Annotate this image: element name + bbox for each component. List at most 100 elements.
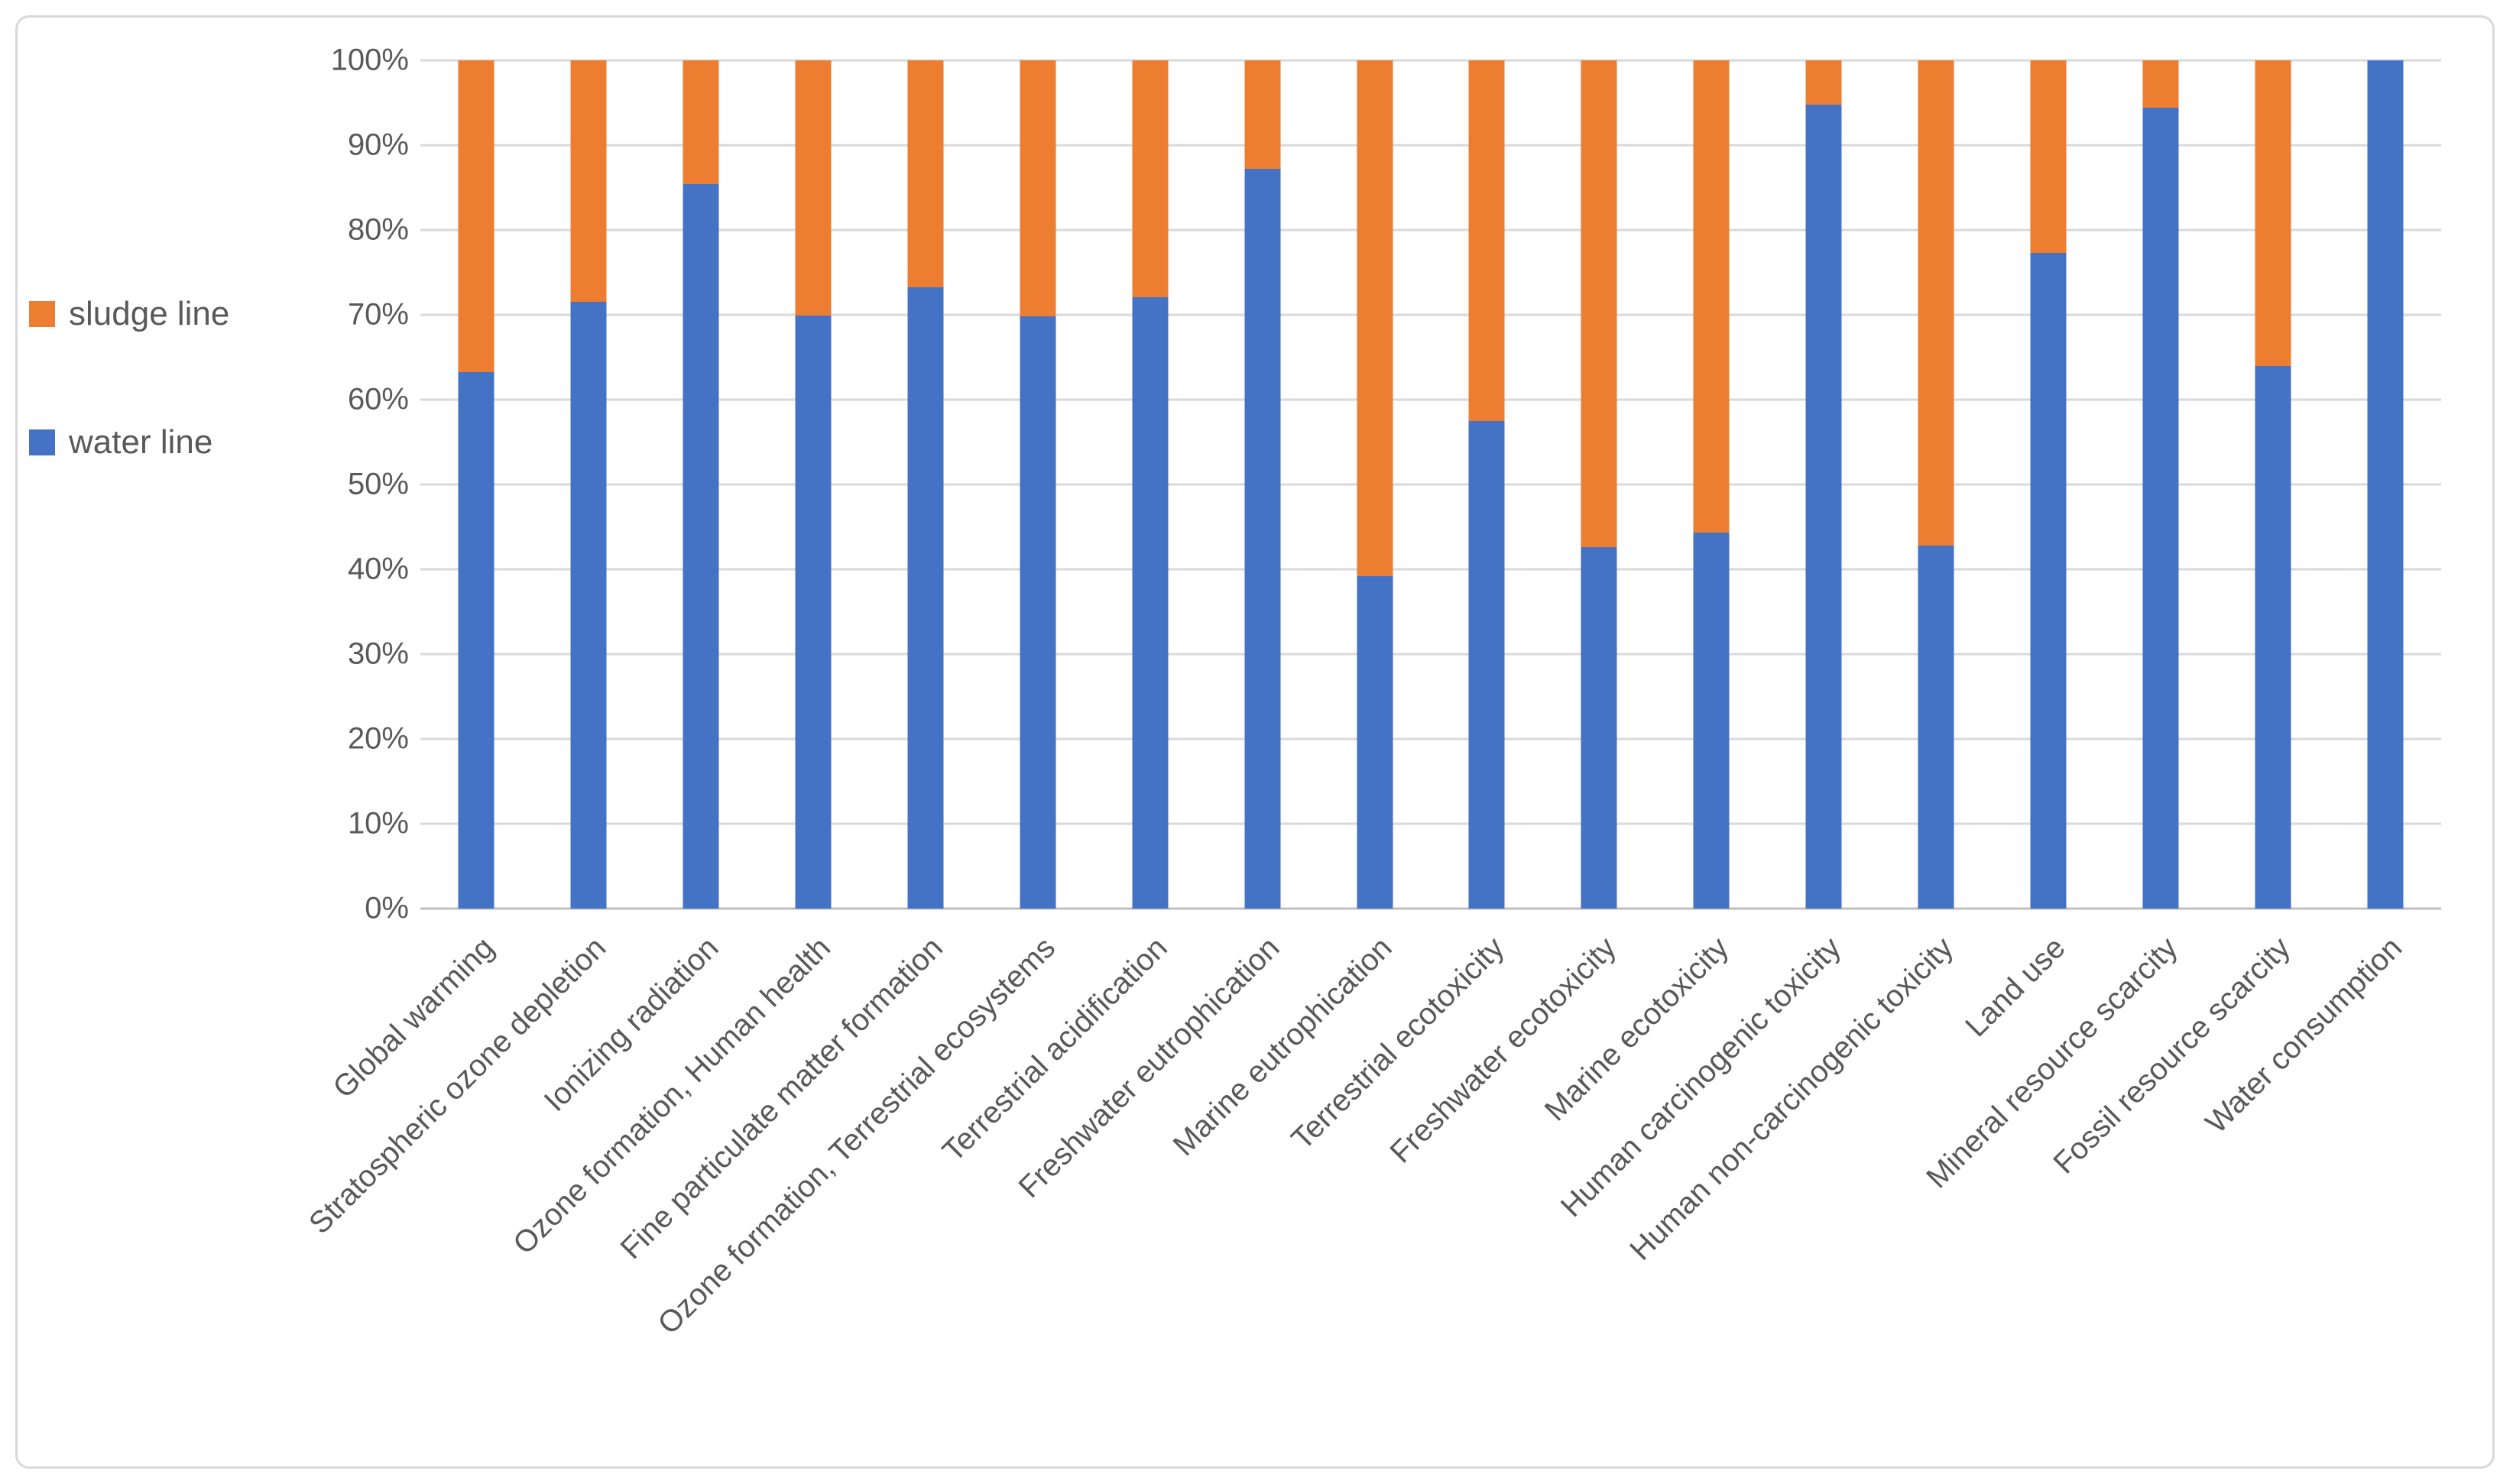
- sludge-line-segment: [907, 60, 944, 288]
- stacked-bar: [458, 60, 494, 909]
- water-line-segment: [458, 372, 494, 909]
- bar-slot-18: [2329, 60, 2441, 909]
- x-axis-category-labels: Global warming Stratospheric ozone deplet…: [303, 919, 2441, 1469]
- water-line-segment: [1132, 296, 1169, 909]
- water-line-segment: [795, 316, 832, 909]
- gridline-0: [420, 907, 2441, 910]
- gridline-80: [420, 228, 2441, 232]
- sludge-line-segment: [1693, 60, 1730, 533]
- stacked-bar: [1244, 60, 1281, 909]
- y-tick-label: 0%: [365, 891, 409, 925]
- water-line-segment: [2367, 60, 2404, 909]
- x-category-label: Terrestrial acidification: [935, 931, 1174, 1168]
- water-line-segment: [2142, 108, 2179, 909]
- stacked-bar: [1468, 60, 1505, 909]
- water-line-segment: [1805, 104, 1842, 909]
- sludge-line-segment: [1468, 60, 1505, 421]
- sludge-line-swatch-icon: [29, 301, 55, 327]
- x-category-label: Ozone formation, Terrestrial ecosystems: [651, 931, 1062, 1341]
- legend-label: water line: [69, 423, 213, 461]
- bar-slot-2: [533, 60, 645, 909]
- x-category-label: Terrestrial ecotoxicity: [1285, 931, 1511, 1157]
- y-tick-label: 100%: [330, 43, 409, 77]
- bar-slot-7: [1094, 60, 1206, 909]
- water-line-segment: [1581, 547, 1617, 909]
- y-axis-tick-labels: 0% 10% 20% 30% 40% 50% 60% 70% 80% 90% 100%: [252, 44, 409, 925]
- water-line-segment: [683, 184, 719, 909]
- stacked-bar: [1020, 60, 1056, 909]
- bar-slot-8: [1206, 60, 1318, 909]
- bar-slot-1: [420, 60, 533, 909]
- y-tick-label: 90%: [347, 128, 409, 162]
- stacked-bar: [795, 60, 832, 909]
- water-line-segment: [2255, 365, 2291, 909]
- bar-slot-9: [1318, 60, 1431, 909]
- gridline-70: [420, 313, 2441, 316]
- bar-slot-16: [2104, 60, 2216, 909]
- gridline-60: [420, 398, 2441, 401]
- bar-slot-4: [757, 60, 870, 909]
- bar-slot-17: [2216, 60, 2329, 909]
- stacked-bar: [2255, 60, 2291, 909]
- bar-slot-15: [1992, 60, 2104, 909]
- plot-area: [420, 59, 2441, 910]
- x-category-label: Land use: [1959, 931, 2072, 1044]
- bar-slot-11: [1543, 60, 1655, 909]
- stacked-bar: [683, 60, 719, 909]
- y-tick-label: 80%: [347, 212, 409, 247]
- stacked-bar: [907, 60, 944, 909]
- gridline-40: [420, 568, 2441, 571]
- gridline-50: [420, 483, 2441, 486]
- gridline-30: [420, 653, 2441, 656]
- sludge-line-segment: [2142, 60, 2179, 109]
- water-line-segment: [1244, 169, 1281, 909]
- bar-slot-6: [981, 60, 1094, 909]
- y-tick-label: 50%: [347, 467, 409, 501]
- sludge-line-segment: [1357, 60, 1393, 576]
- stacked-bar: [1693, 60, 1730, 909]
- y-tick-label: 40%: [347, 552, 409, 586]
- stacked-bar: [2367, 60, 2404, 909]
- water-line-segment: [2030, 252, 2067, 909]
- stacked-bar: [1357, 60, 1393, 909]
- legend-item-water-line: water line: [29, 423, 212, 462]
- sludge-line-segment: [795, 60, 832, 316]
- y-tick-label: 30%: [347, 637, 409, 671]
- bar-slot-5: [870, 60, 982, 909]
- bar-slot-3: [645, 60, 757, 909]
- x-category-label: Marine eutrophication: [1166, 931, 1399, 1163]
- water-line-segment: [1468, 420, 1505, 909]
- sludge-line-segment: [1244, 60, 1281, 170]
- sludge-line-segment: [1581, 60, 1617, 548]
- water-line-segment: [570, 302, 607, 909]
- gridline-20: [420, 737, 2441, 740]
- sludge-line-segment: [2255, 60, 2291, 366]
- sludge-line-segment: [570, 60, 607, 303]
- sludge-line-segment: [458, 60, 494, 373]
- bar-slot-10: [1431, 60, 1543, 909]
- stacked-bar: [2142, 60, 2179, 909]
- sludge-line-segment: [1805, 60, 1842, 105]
- bar-slot-12: [1655, 60, 1768, 909]
- gridline-90: [420, 144, 2441, 147]
- water-line-segment: [1357, 575, 1393, 909]
- sludge-line-segment: [1132, 60, 1169, 297]
- water-line-segment: [1918, 545, 1954, 909]
- bar-slot-13: [1768, 60, 1880, 909]
- sludge-line-segment: [2030, 60, 2067, 253]
- y-tick-label: 10%: [347, 806, 409, 841]
- x-category-label: Freshwater ecotoxicity: [1383, 931, 1623, 1170]
- water-line-segment: [907, 287, 944, 909]
- legend-label: sludge line: [69, 295, 230, 332]
- y-tick-label: 60%: [347, 382, 409, 416]
- y-tick-label: 20%: [347, 721, 409, 756]
- stacked-bar: [1805, 60, 1842, 909]
- bar-slot-14: [1880, 60, 1993, 909]
- water-line-swatch-icon: [29, 429, 55, 455]
- stacked-bar: [2030, 60, 2067, 909]
- y-tick-label: 70%: [347, 297, 409, 332]
- x-category-label: Water consumption: [2199, 931, 2409, 1140]
- water-line-segment: [1693, 533, 1730, 909]
- sludge-line-segment: [683, 60, 719, 185]
